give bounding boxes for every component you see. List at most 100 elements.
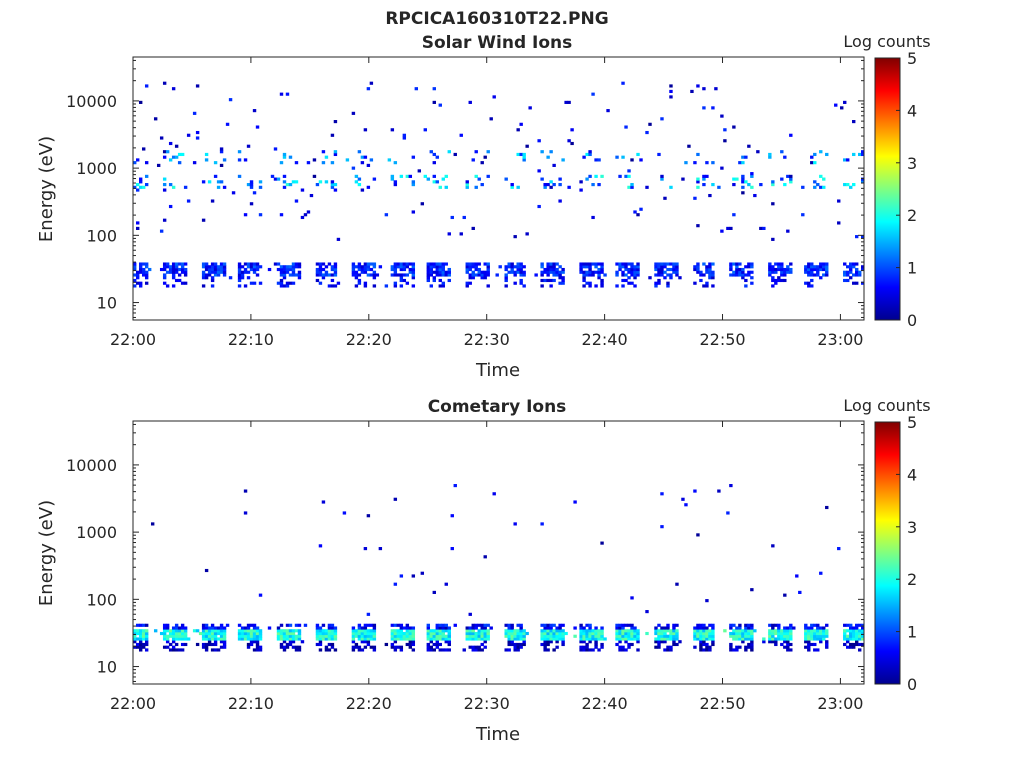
spectrogram-cell — [732, 648, 736, 652]
spectrogram-cell — [630, 158, 634, 162]
spectrogram-cell — [426, 626, 430, 630]
spectrogram-cell — [516, 623, 520, 627]
spectrogram-cell — [486, 265, 490, 269]
spectrogram-cell — [795, 574, 799, 578]
spectrogram-cell — [480, 637, 484, 641]
spectrogram-cell — [468, 637, 472, 641]
spectrogram-cell — [702, 262, 706, 266]
spectrogram-cell — [447, 267, 451, 272]
spectrogram-cell — [468, 267, 472, 272]
spectrogram-cell — [774, 278, 778, 283]
spectrogram-cell — [141, 267, 146, 272]
spectrogram-cell — [468, 262, 472, 266]
spectrogram-cell — [630, 637, 634, 641]
spectrogram-cell — [552, 273, 556, 277]
spectrogram-cell — [138, 642, 143, 647]
spectrogram-cell — [133, 185, 137, 189]
spectrogram-cell — [153, 629, 158, 633]
spectrogram-cell — [654, 626, 658, 630]
spectrogram-cell — [138, 648, 143, 652]
spectrogram-cell — [600, 645, 604, 649]
spectrogram-cell — [666, 626, 670, 630]
spectrogram-cell — [747, 631, 751, 636]
spectrogram-cell — [552, 629, 556, 633]
spectrogram-cell — [399, 273, 404, 277]
spectrogram-cell — [585, 273, 589, 277]
spectrogram-cell — [561, 281, 565, 285]
spectrogram-cell — [561, 640, 565, 644]
spectrogram-cell — [474, 634, 478, 638]
spectrogram-cell — [594, 262, 598, 266]
spectrogram-cell — [177, 648, 182, 652]
spectrogram-cell — [474, 645, 478, 649]
spectrogram-cell — [675, 629, 679, 633]
spectrogram-cell — [807, 640, 811, 644]
spectrogram-cell — [729, 267, 733, 272]
spectrogram-cell — [585, 631, 589, 636]
spectrogram-cell — [624, 265, 628, 269]
spectrogram-cell — [591, 183, 595, 187]
spectrogram-cell — [288, 629, 293, 633]
spectrogram-cell — [273, 262, 278, 266]
spectrogram-cell — [627, 262, 631, 266]
spectrogram-cell — [363, 631, 368, 636]
spectrogram-cell — [744, 155, 748, 159]
spectrogram-cell — [846, 265, 850, 269]
spectrogram-cell — [204, 637, 209, 641]
spectrogram-cell — [435, 637, 439, 641]
spectrogram-cell — [228, 276, 233, 280]
spectrogram-cell — [807, 265, 811, 269]
spectrogram-cell — [354, 265, 359, 269]
spectrogram-cell — [249, 640, 254, 644]
spectrogram-cell — [567, 100, 571, 104]
spectrogram-cell — [297, 265, 302, 269]
spectrogram-cell — [663, 648, 667, 652]
colorbar-tick-label: 3 — [907, 154, 917, 173]
spectrogram-cell — [510, 270, 514, 274]
spectrogram-cell — [789, 648, 793, 652]
spectrogram-cell — [444, 626, 448, 630]
spectrogram-cell — [435, 273, 439, 277]
spectrogram-cell — [591, 92, 595, 96]
spectrogram-cell — [429, 648, 433, 652]
spectrogram-cell — [408, 631, 413, 636]
spectrogram-cell — [435, 262, 439, 266]
spectrogram-cell — [474, 623, 478, 627]
spectrogram-cell — [810, 642, 814, 647]
cometary-colorbar — [874, 421, 901, 685]
spectrogram-cell — [813, 648, 817, 652]
spectrogram-cell — [351, 626, 356, 630]
spectrogram-cell — [333, 626, 338, 630]
spectrogram-cell — [294, 648, 299, 652]
spectrogram-cell — [252, 648, 257, 652]
spectrogram-cell — [138, 645, 143, 649]
spectrogram-cell — [813, 265, 817, 269]
spectrogram-cell — [411, 265, 416, 269]
spectrogram-cell — [507, 648, 511, 652]
spectrogram-cell — [585, 265, 589, 269]
spectrogram-cell — [246, 265, 251, 269]
spectrogram-cell — [240, 629, 245, 633]
spectrogram-cell — [618, 631, 622, 636]
spectrogram-cell — [174, 278, 179, 283]
spectrogram-cell — [369, 631, 374, 636]
spectrogram-cell — [753, 629, 757, 633]
spectrogram-cell — [564, 631, 568, 636]
spectrogram-cell — [174, 648, 179, 652]
spectrogram-cell — [249, 180, 254, 184]
spectrogram-cell — [819, 640, 823, 644]
spectrogram-cell — [291, 631, 296, 636]
spectrogram-cell — [579, 640, 583, 644]
spectrogram-cell — [396, 634, 401, 638]
spectrogram-cell — [285, 265, 290, 269]
spectrogram-cell — [597, 648, 601, 652]
spectrogram-cell — [654, 637, 658, 641]
spectrogram-cell — [141, 629, 146, 633]
spectrogram-cell — [720, 114, 724, 118]
spectrogram-cell — [696, 270, 700, 274]
spectrogram-cell — [315, 273, 320, 277]
spectrogram-cell — [210, 284, 215, 288]
spectrogram-cell — [136, 631, 140, 636]
spectrogram-cell — [432, 152, 436, 157]
spectrogram-cell — [177, 626, 182, 630]
